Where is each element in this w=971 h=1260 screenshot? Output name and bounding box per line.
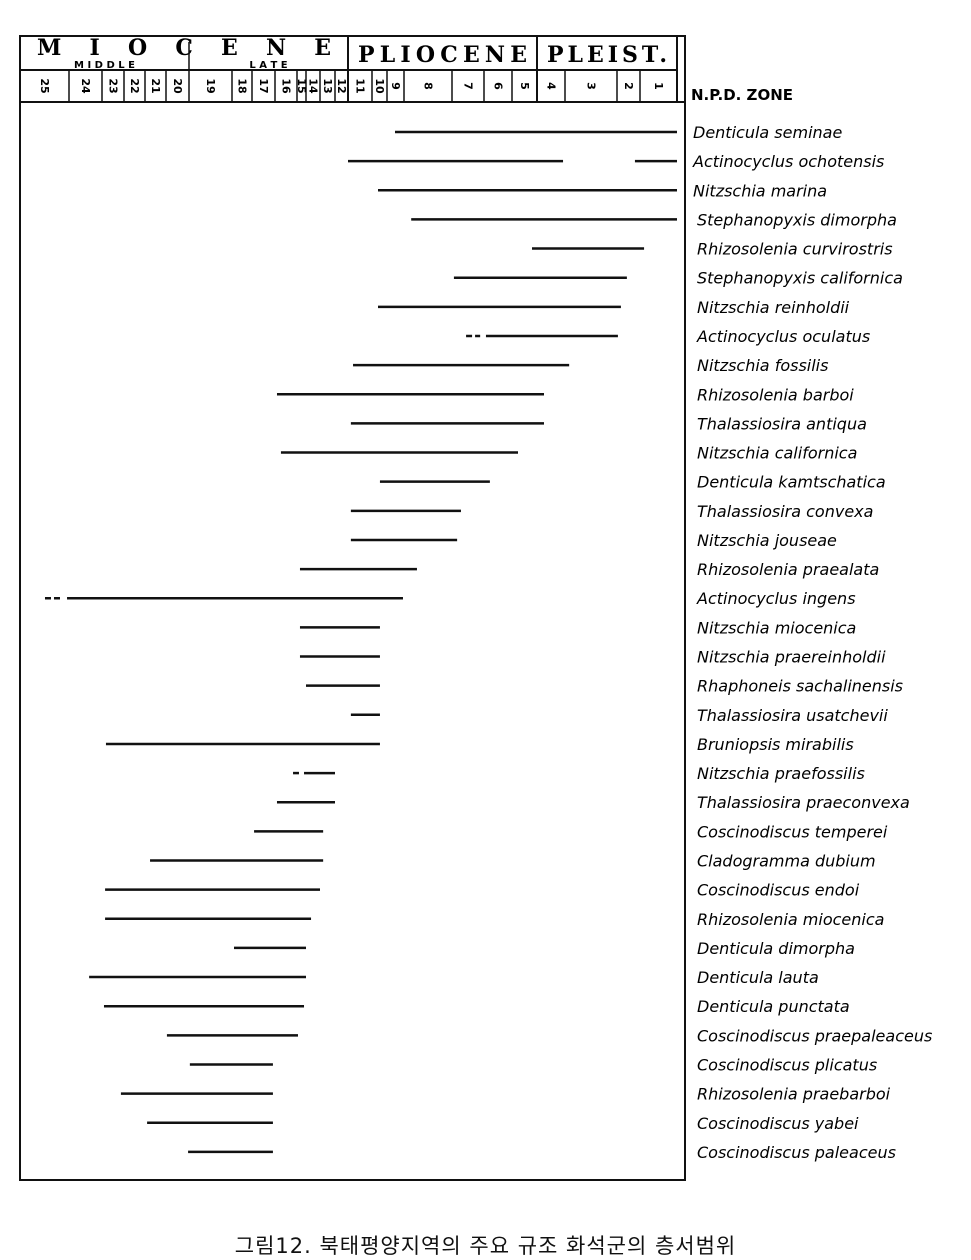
taxon-label: Nitzschia miocenica	[697, 618, 856, 637]
epoch-label: M I O C E N E	[37, 35, 331, 61]
taxon-label: Nitzschia fossilis	[697, 356, 828, 375]
zone-label: 23	[107, 78, 120, 93]
zone-label: 25	[38, 78, 51, 93]
taxon-label: Coscinodiscus paleaceus	[697, 1143, 896, 1162]
zone-label: 19	[204, 78, 217, 93]
taxon-label: Rhizosolenia barboi	[697, 385, 854, 404]
taxon-label: Denticula kamtschatica	[697, 473, 886, 492]
zone-label: 11	[354, 78, 367, 93]
zone-label: 7	[462, 82, 475, 90]
epoch-label: PLIOCENE	[358, 42, 527, 68]
taxon-label: Nitzschia jouseae	[697, 531, 837, 550]
taxon-label: Thalassiosira praeconvexa	[697, 793, 910, 812]
zone-label: 5	[518, 82, 531, 90]
npd-zone-label: N.P.D. ZONE	[691, 86, 793, 104]
zone-label: 21	[149, 78, 162, 93]
taxon-label: Coscinodiscus plicatus	[697, 1055, 877, 1074]
zone-label: 6	[492, 82, 505, 90]
taxon-label: Nitzschia marina	[693, 181, 827, 200]
zone-label: 3	[585, 82, 598, 90]
taxon-label: Rhizosolenia praebarboi	[697, 1085, 891, 1104]
zone-label: 22	[128, 78, 141, 93]
taxon-label: Rhizosolenia curvirostris	[697, 240, 893, 259]
zone-label: 16	[280, 78, 293, 94]
taxon-label: Denticula dimorpha	[697, 939, 855, 958]
taxon-label: Actinocyclus oculatus	[696, 327, 870, 346]
zone-label: 24	[79, 78, 92, 94]
taxon-label: Stephanopyxis dimorpha	[697, 210, 897, 229]
taxon-label: Rhaphoneis sachalinensis	[697, 677, 903, 696]
taxon-label: Coscinodiscus praepaleaceus	[697, 1026, 932, 1045]
taxon-label: Actinocyclus ochotensis	[692, 152, 884, 171]
subepoch-label: M I D D L E	[74, 60, 135, 71]
taxon-label: Nitzschia californica	[697, 444, 857, 463]
zone-label: 13	[321, 78, 334, 93]
zone-label: 14	[307, 78, 320, 94]
taxon-label: Denticula lauta	[697, 968, 819, 987]
zone-label: 20	[171, 78, 184, 94]
zone-label: 17	[257, 78, 270, 93]
taxon-label: Nitzschia praefossilis	[697, 764, 865, 783]
zone-label: 15	[295, 78, 308, 93]
taxon-label: Bruniopsis mirabilis	[697, 735, 854, 754]
taxon-label: Nitzschia praereinholdii	[697, 648, 886, 667]
zone-label: 4	[545, 82, 558, 90]
taxon-label: Nitzschia reinholdii	[697, 298, 850, 317]
taxon-label: Stephanopyxis californica	[697, 269, 903, 288]
zone-label: 2	[622, 82, 635, 90]
zone-label: 1	[652, 82, 665, 90]
taxon-label: Coscinodiscus endoi	[697, 881, 860, 900]
taxon-label: Thalassiosira convexa	[697, 502, 873, 521]
zone-label: 12	[335, 78, 348, 93]
taxon-label: Rhizosolenia praealata	[697, 560, 879, 579]
epoch-label: PLEIST.	[547, 42, 667, 68]
figure-caption: 그림12. 북태평양지역의 주요 규조 화석군의 층서범위	[234, 1234, 737, 1258]
zone-label: 18	[236, 78, 249, 93]
chart-frame	[19, 35, 686, 1181]
taxon-label: Actinocyclus ingens	[696, 589, 856, 608]
taxon-label: Thalassiosira usatchevii	[697, 706, 888, 725]
taxon-label: Denticula punctata	[697, 997, 850, 1016]
taxon-label: Thalassiosira antiqua	[697, 414, 867, 433]
taxon-label: Rhizosolenia miocenica	[697, 910, 884, 929]
taxon-label: Denticula seminae	[693, 123, 842, 142]
zone-label: 10	[373, 78, 386, 94]
zone-label: 8	[422, 82, 435, 90]
zone-label: 9	[389, 82, 402, 90]
subepoch-label: L A T E	[249, 60, 287, 71]
taxon-label: Coscinodiscus temperei	[697, 822, 888, 841]
taxon-label: Cladogramma dubium	[697, 852, 876, 871]
taxon-label: Coscinodiscus yabei	[697, 1114, 859, 1133]
